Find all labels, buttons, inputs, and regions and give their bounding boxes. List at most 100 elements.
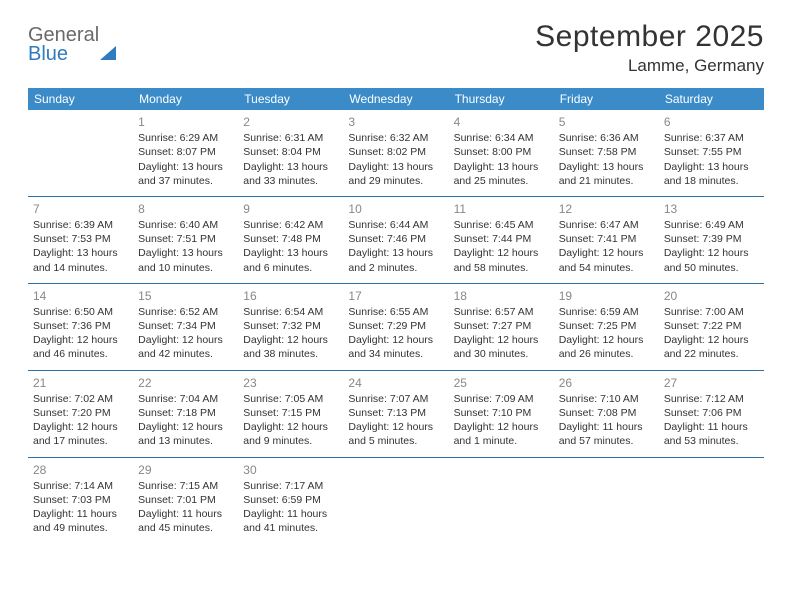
location: Lamme, Germany <box>535 56 764 76</box>
calendar-header-row: SundayMondayTuesdayWednesdayThursdayFrid… <box>28 88 764 110</box>
sunset-text: Sunset: 7:46 PM <box>348 232 443 246</box>
sunrise-text: Sunrise: 6:42 AM <box>243 218 338 232</box>
daylight-text: and 58 minutes. <box>454 261 549 275</box>
sunset-text: Sunset: 7:34 PM <box>138 319 233 333</box>
sunset-text: Sunset: 7:18 PM <box>138 406 233 420</box>
daylight-text: Daylight: 12 hours <box>33 420 128 434</box>
day-cell: 18Sunrise: 6:57 AMSunset: 7:27 PMDayligh… <box>449 283 554 370</box>
calendar-body: 1Sunrise: 6:29 AMSunset: 8:07 PMDaylight… <box>28 110 764 543</box>
day-header: Friday <box>554 88 659 110</box>
week-row: 14Sunrise: 6:50 AMSunset: 7:36 PMDayligh… <box>28 283 764 370</box>
sunset-text: Sunset: 7:39 PM <box>664 232 759 246</box>
day-cell: 5Sunrise: 6:36 AMSunset: 7:58 PMDaylight… <box>554 110 659 196</box>
day-cell: 3Sunrise: 6:32 AMSunset: 8:02 PMDaylight… <box>343 110 448 196</box>
daylight-text: and 13 minutes. <box>138 434 233 448</box>
sunrise-text: Sunrise: 7:14 AM <box>33 479 128 493</box>
sunrise-text: Sunrise: 6:32 AM <box>348 131 443 145</box>
logo-text: General Blue <box>28 26 116 64</box>
title-block: September 2025 Lamme, Germany <box>535 20 764 76</box>
day-cell: 2Sunrise: 6:31 AMSunset: 8:04 PMDaylight… <box>238 110 343 196</box>
day-cell: 4Sunrise: 6:34 AMSunset: 8:00 PMDaylight… <box>449 110 554 196</box>
daylight-text: Daylight: 12 hours <box>138 420 233 434</box>
day-number: 15 <box>138 288 233 304</box>
day-number: 14 <box>33 288 128 304</box>
daylight-text: and 9 minutes. <box>243 434 338 448</box>
day-cell: 12Sunrise: 6:47 AMSunset: 7:41 PMDayligh… <box>554 196 659 283</box>
day-number: 7 <box>33 201 128 217</box>
day-number: 2 <box>243 114 338 130</box>
daylight-text: Daylight: 13 hours <box>348 160 443 174</box>
day-cell: 11Sunrise: 6:45 AMSunset: 7:44 PMDayligh… <box>449 196 554 283</box>
sunrise-text: Sunrise: 6:59 AM <box>559 305 654 319</box>
daylight-text: Daylight: 13 hours <box>138 160 233 174</box>
daylight-text: and 26 minutes. <box>559 347 654 361</box>
day-cell: 30Sunrise: 7:17 AMSunset: 6:59 PMDayligh… <box>238 457 343 543</box>
daylight-text: Daylight: 11 hours <box>664 420 759 434</box>
daylight-text: and 45 minutes. <box>138 521 233 535</box>
sunrise-text: Sunrise: 6:54 AM <box>243 305 338 319</box>
sunset-text: Sunset: 7:20 PM <box>33 406 128 420</box>
day-cell: 8Sunrise: 6:40 AMSunset: 7:51 PMDaylight… <box>133 196 238 283</box>
calendar-table: SundayMondayTuesdayWednesdayThursdayFrid… <box>28 88 764 543</box>
sunrise-text: Sunrise: 7:00 AM <box>664 305 759 319</box>
sail-icon <box>100 24 116 60</box>
day-cell: 14Sunrise: 6:50 AMSunset: 7:36 PMDayligh… <box>28 283 133 370</box>
week-row: 1Sunrise: 6:29 AMSunset: 8:07 PMDaylight… <box>28 110 764 196</box>
sunset-text: Sunset: 7:32 PM <box>243 319 338 333</box>
day-cell: 25Sunrise: 7:09 AMSunset: 7:10 PMDayligh… <box>449 370 554 457</box>
daylight-text: Daylight: 12 hours <box>33 333 128 347</box>
sunrise-text: Sunrise: 7:17 AM <box>243 479 338 493</box>
day-number: 9 <box>243 201 338 217</box>
daylight-text: and 38 minutes. <box>243 347 338 361</box>
daylight-text: Daylight: 11 hours <box>33 507 128 521</box>
daylight-text: and 14 minutes. <box>33 261 128 275</box>
day-header: Monday <box>133 88 238 110</box>
sunset-text: Sunset: 7:41 PM <box>559 232 654 246</box>
daylight-text: and 5 minutes. <box>348 434 443 448</box>
daylight-text: Daylight: 12 hours <box>243 420 338 434</box>
sunrise-text: Sunrise: 6:34 AM <box>454 131 549 145</box>
daylight-text: Daylight: 12 hours <box>243 333 338 347</box>
day-cell: 1Sunrise: 6:29 AMSunset: 8:07 PMDaylight… <box>133 110 238 196</box>
day-cell: 28Sunrise: 7:14 AMSunset: 7:03 PMDayligh… <box>28 457 133 543</box>
day-number: 11 <box>454 201 549 217</box>
daylight-text: and 46 minutes. <box>33 347 128 361</box>
calendar-page: General Blue September 2025 Lamme, Germa… <box>0 0 792 563</box>
empty-cell <box>554 457 659 543</box>
day-number: 23 <box>243 375 338 391</box>
day-number: 8 <box>138 201 233 217</box>
day-number: 13 <box>664 201 759 217</box>
day-header: Tuesday <box>238 88 343 110</box>
sunrise-text: Sunrise: 7:05 AM <box>243 392 338 406</box>
daylight-text: and 25 minutes. <box>454 174 549 188</box>
empty-cell <box>449 457 554 543</box>
day-header: Sunday <box>28 88 133 110</box>
daylight-text: and 41 minutes. <box>243 521 338 535</box>
sunrise-text: Sunrise: 6:40 AM <box>138 218 233 232</box>
sunset-text: Sunset: 7:55 PM <box>664 145 759 159</box>
daylight-text: Daylight: 12 hours <box>348 333 443 347</box>
sunset-text: Sunset: 7:48 PM <box>243 232 338 246</box>
logo-word2: Blue <box>28 43 68 65</box>
sunrise-text: Sunrise: 7:02 AM <box>33 392 128 406</box>
daylight-text: Daylight: 12 hours <box>348 420 443 434</box>
sunrise-text: Sunrise: 6:50 AM <box>33 305 128 319</box>
day-number: 26 <box>559 375 654 391</box>
daylight-text: and 22 minutes. <box>664 347 759 361</box>
sunset-text: Sunset: 8:00 PM <box>454 145 549 159</box>
sunset-text: Sunset: 7:53 PM <box>33 232 128 246</box>
daylight-text: and 29 minutes. <box>348 174 443 188</box>
day-cell: 19Sunrise: 6:59 AMSunset: 7:25 PMDayligh… <box>554 283 659 370</box>
sunrise-text: Sunrise: 6:57 AM <box>454 305 549 319</box>
page-title: September 2025 <box>535 20 764 54</box>
daylight-text: and 50 minutes. <box>664 261 759 275</box>
sunrise-text: Sunrise: 7:10 AM <box>559 392 654 406</box>
day-header: Saturday <box>659 88 764 110</box>
day-cell: 17Sunrise: 6:55 AMSunset: 7:29 PMDayligh… <box>343 283 448 370</box>
daylight-text: Daylight: 12 hours <box>559 333 654 347</box>
day-number: 12 <box>559 201 654 217</box>
logo: General Blue <box>28 20 116 64</box>
sunset-text: Sunset: 8:07 PM <box>138 145 233 159</box>
week-row: 7Sunrise: 6:39 AMSunset: 7:53 PMDaylight… <box>28 196 764 283</box>
sunrise-text: Sunrise: 6:45 AM <box>454 218 549 232</box>
